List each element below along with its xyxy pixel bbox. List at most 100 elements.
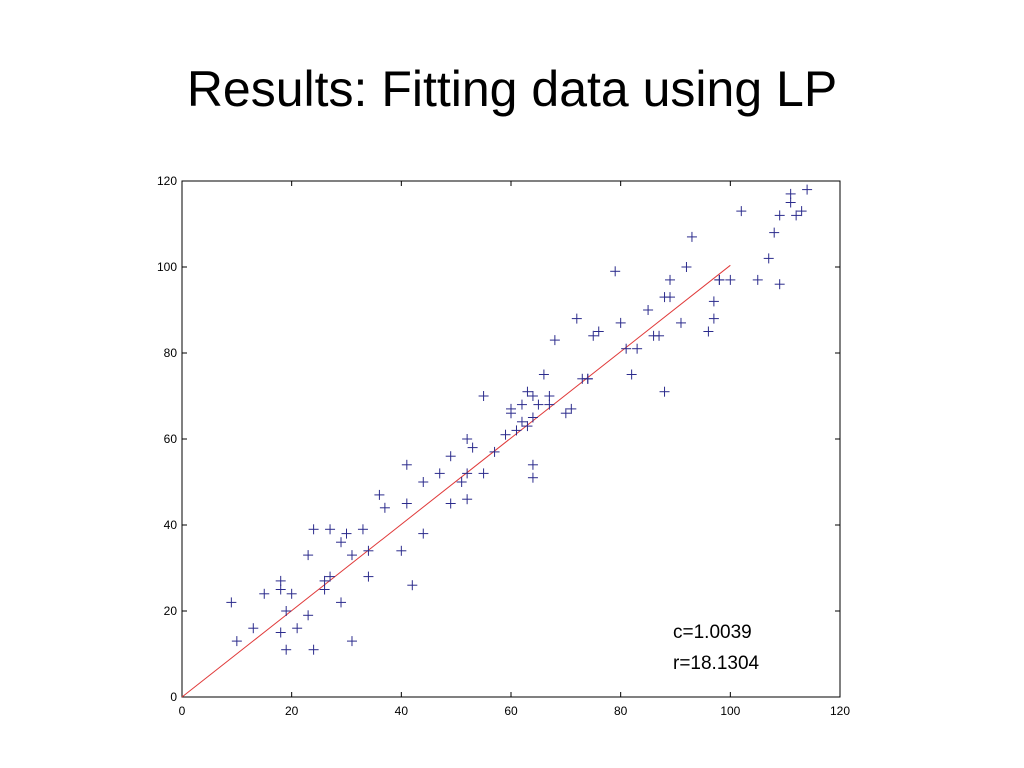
data-point — [281, 644, 292, 655]
x-tick-label: 0 — [179, 704, 186, 718]
y-tick-label: 20 — [164, 604, 178, 618]
data-point — [363, 545, 374, 556]
data-point — [489, 446, 500, 457]
data-point — [681, 262, 692, 272]
data-point — [785, 188, 796, 199]
data-point — [462, 494, 473, 505]
fit-line — [181, 264, 731, 698]
annotation-r: r=18.1304 — [673, 653, 760, 674]
data-point — [401, 459, 412, 470]
data-point — [560, 408, 571, 419]
data-point — [506, 403, 516, 414]
data-point — [319, 584, 330, 595]
data-point — [621, 343, 632, 354]
data-point — [445, 498, 456, 509]
data-point — [791, 210, 802, 221]
data-point — [544, 399, 555, 410]
data-point — [686, 231, 697, 242]
data-point — [303, 550, 314, 561]
data-point — [538, 369, 549, 380]
fit-line-group — [181, 264, 731, 698]
data-point — [527, 412, 538, 423]
x-tick-label: 80 — [614, 704, 628, 718]
data-point — [610, 266, 621, 277]
data-point — [281, 606, 292, 616]
data-point — [511, 425, 522, 436]
data-point — [346, 550, 357, 561]
data-point — [418, 477, 429, 487]
data-point — [275, 584, 286, 595]
data-point — [708, 313, 719, 324]
data-point — [582, 373, 593, 384]
axis-ticks — [181, 180, 841, 698]
data-point — [275, 575, 286, 586]
data-point — [714, 274, 725, 285]
data-point — [418, 528, 429, 539]
data-point — [665, 292, 676, 303]
data-point — [292, 623, 303, 634]
data-point — [769, 227, 780, 238]
data-point — [588, 330, 599, 341]
data-point — [275, 627, 286, 638]
data-point — [659, 386, 670, 397]
data-point — [774, 210, 785, 221]
data-point — [654, 330, 665, 341]
data-point — [632, 343, 643, 354]
data-point — [346, 636, 357, 647]
data-point — [231, 636, 242, 647]
data-point — [675, 317, 686, 328]
axis-tick-labels: 0 20 40 60 80 100 120 0 20 40 60 80 100 120 — [157, 174, 850, 718]
data-point — [516, 399, 527, 410]
data-point — [325, 524, 336, 535]
data-point — [341, 528, 352, 539]
data-point — [319, 575, 330, 586]
data-point — [462, 434, 473, 444]
data-point — [303, 610, 314, 621]
data-point — [736, 206, 747, 217]
data-point — [774, 279, 785, 290]
data-point — [796, 206, 807, 217]
y-tick-label: 60 — [164, 432, 178, 446]
data-point — [248, 623, 259, 634]
data-point — [308, 524, 319, 535]
data-point — [374, 489, 385, 500]
data-point — [462, 468, 473, 479]
data-point — [516, 416, 527, 427]
data-point — [325, 571, 336, 582]
x-tick-label: 60 — [504, 704, 518, 718]
data-point — [593, 326, 604, 337]
data-point — [643, 305, 654, 315]
data-point — [226, 597, 237, 608]
data-point — [665, 274, 676, 285]
data-point — [500, 429, 511, 440]
y-tick-label: 80 — [164, 346, 178, 360]
data-point — [527, 472, 538, 483]
data-point — [434, 468, 445, 479]
data-point — [566, 403, 577, 414]
data-point — [527, 459, 538, 470]
data-point — [259, 588, 270, 599]
y-tick-label: 40 — [164, 518, 178, 532]
data-point — [522, 421, 533, 432]
data-point — [752, 274, 763, 285]
data-point — [708, 296, 719, 307]
data-point — [467, 442, 478, 453]
data-point — [763, 253, 774, 264]
data-point — [478, 391, 489, 401]
data-point — [379, 502, 390, 513]
data-point — [802, 184, 813, 195]
data-point — [363, 571, 374, 582]
data-point — [308, 644, 319, 655]
data-point — [615, 317, 626, 328]
x-tick-label: 20 — [285, 704, 299, 718]
y-tick-label: 100 — [157, 260, 177, 274]
data-point — [396, 545, 407, 556]
y-tick-label: 120 — [157, 174, 177, 188]
data-point — [445, 451, 456, 462]
data-point — [549, 335, 560, 346]
data-point — [533, 399, 544, 410]
x-tick-label: 40 — [395, 704, 409, 718]
x-tick-label: 100 — [720, 704, 740, 718]
data-point — [478, 468, 489, 479]
